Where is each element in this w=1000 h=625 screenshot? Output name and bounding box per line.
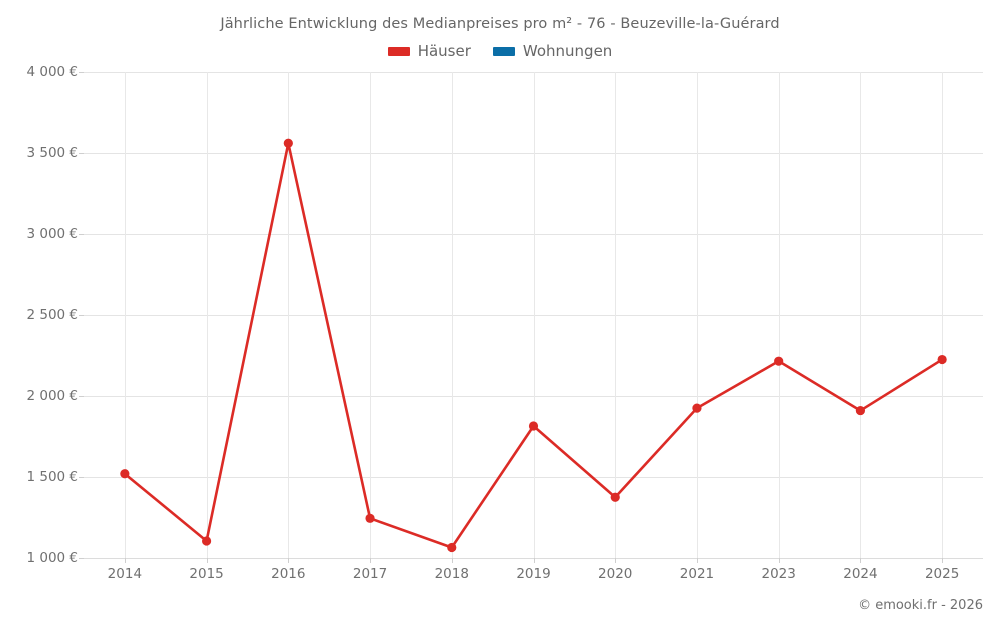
x-axis-tick-mark [615,558,617,563]
legend-swatch-icon [492,46,515,56]
x-axis-tick-label: 2020 [598,566,633,582]
credit-label: © emooki.fr - 2026 [858,598,983,613]
plot-area [84,72,983,559]
x-axis-tick-mark [696,558,698,563]
y-axis-tick-labels: 1 000 € 1 500 € 2 000 € 2 500 € 3 000 € 3 500… [0,0,78,625]
legend-item-label: Häuser [417,42,471,60]
y-axis-tick-label: 3 000 € [26,226,78,242]
x-axis-tick-label: 2014 [107,566,143,582]
y-axis-tick-mark [79,558,84,559]
y-axis-tick-mark [79,315,84,316]
legend-item-wohnungen[interactable]: Wohnungen [492,42,613,60]
x-axis-tick-label: 2024 [843,566,878,582]
x-axis-tick-mark [206,558,208,563]
chart-legend: Häuser Wohnungen [0,42,1000,60]
x-gridline [206,72,208,558]
x-axis-tick-mark [370,558,372,563]
x-axis-tick-mark [451,558,453,563]
x-gridline [696,72,698,558]
x-gridline [860,72,862,558]
x-gridline [370,72,372,558]
y-axis-tick-label: 1 500 € [26,469,78,485]
y-axis-tick-label: 4 000 € [26,64,78,80]
x-axis-tick-label: 2015 [189,566,224,582]
x-axis-tick-label: 2018 [434,566,469,582]
x-axis-tick-mark [288,558,290,563]
x-axis-tick-mark [778,558,780,563]
y-axis-tick-mark [79,396,84,397]
x-axis-tick-mark [533,558,535,563]
x-axis-tick-label: 2025 [924,566,960,582]
x-axis-tick-label: 2019 [516,566,551,582]
x-gridline [451,72,453,558]
y-axis-tick-label: 3 500 € [26,145,78,161]
x-axis-tick-label: 2016 [271,566,306,582]
y-axis-tick-mark [79,234,84,235]
y-axis-tick-label: 2 500 € [26,307,78,323]
x-axis-tick-label: 2021 [679,566,715,582]
x-gridline [778,72,780,558]
x-axis-tick-mark [124,558,126,563]
x-gridline [124,72,126,558]
y-axis-tick-label: 1 000 € [26,550,78,566]
y-axis-tick-mark [79,477,84,478]
x-axis-tick-label: 2017 [352,566,388,582]
chart-title: Jährliche Entwicklung des Medianpreises … [220,16,780,32]
y-axis-tick-mark [79,72,84,73]
legend-item-haeuser[interactable]: Häuser [387,42,471,60]
x-axis-tick-mark [860,558,862,563]
x-axis-tick-label: 2023 [761,566,796,582]
x-gridline [615,72,617,558]
x-gridline [533,72,535,558]
y-axis-tick-mark [79,153,84,154]
legend-item-label: Wohnungen [522,42,613,60]
x-gridline [288,72,290,558]
x-gridline [942,72,944,558]
x-axis-tick-mark [942,558,944,563]
legend-swatch-icon [387,46,410,56]
y-axis-tick-label: 2 000 € [26,388,78,404]
